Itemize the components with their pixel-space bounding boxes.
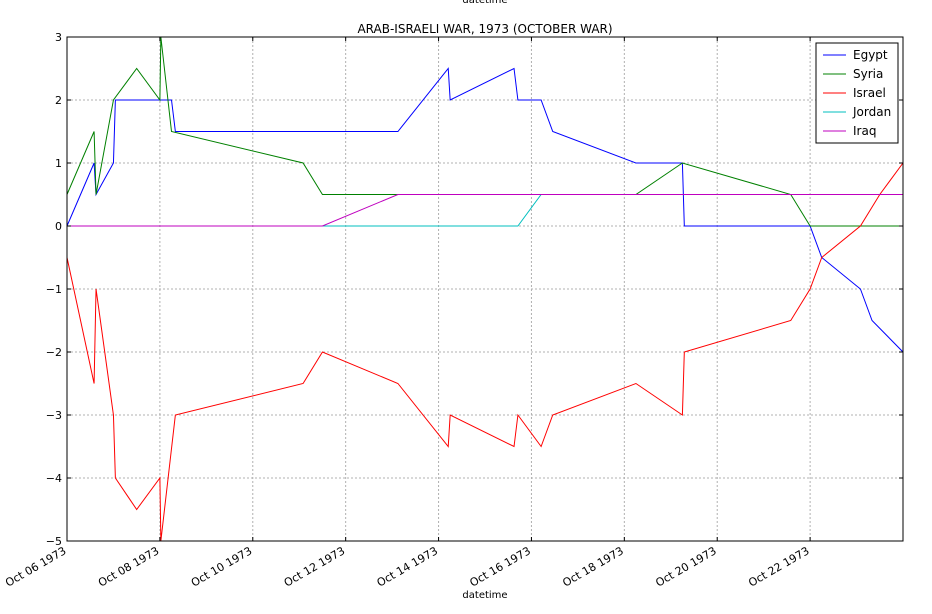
legend-label-jordan: Jordan — [852, 105, 891, 119]
legend-label-israel: Israel — [853, 86, 886, 100]
legend-label-egypt: Egypt — [853, 48, 888, 62]
series-line-israel — [66, 162, 904, 542]
legend-label-iraq: Iraq — [853, 124, 876, 138]
ticks — [66, 36, 903, 542]
y-tick-label: 1 — [55, 157, 62, 170]
chart-title: ARAB-ISRAELI WAR, 1973 (OCTOBER WAR) — [357, 22, 612, 36]
legend: Egypt Syria Israel Jordan Iraq — [815, 42, 899, 144]
series-line-iraq — [67, 194, 903, 227]
legend-label-syria: Syria — [853, 67, 883, 81]
series-line-egypt — [66, 67, 904, 353]
x-axis-label: datetime — [462, 590, 507, 601]
y-tick-label: 2 — [55, 94, 62, 107]
y-tick-label: 3 — [55, 31, 62, 44]
y-tick-label: −4 — [46, 472, 62, 485]
top-axis-label: datetime — [462, 0, 507, 6]
y-tick-label: −5 — [46, 535, 62, 548]
y-tick-label: 0 — [55, 220, 62, 233]
series-line-syria — [66, 36, 903, 227]
series-lines — [66, 36, 904, 542]
y-tick-label: −1 — [46, 283, 62, 296]
y-tick-labels: 3 2 1 0 −1 −2 −3 −4 −5 — [46, 31, 62, 548]
y-tick-label: −2 — [46, 346, 62, 359]
y-tick-label: −3 — [46, 409, 62, 422]
